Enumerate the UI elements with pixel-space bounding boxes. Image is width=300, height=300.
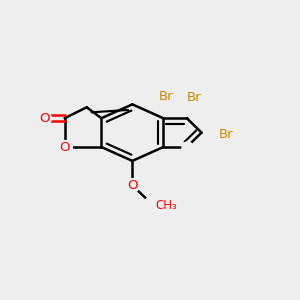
Text: O: O xyxy=(127,179,138,192)
Text: Br: Br xyxy=(187,91,202,104)
Text: Br: Br xyxy=(219,128,234,141)
Text: Br: Br xyxy=(159,91,173,103)
Text: O: O xyxy=(39,112,49,125)
Text: CH₃: CH₃ xyxy=(155,199,177,212)
Text: O: O xyxy=(59,141,70,154)
